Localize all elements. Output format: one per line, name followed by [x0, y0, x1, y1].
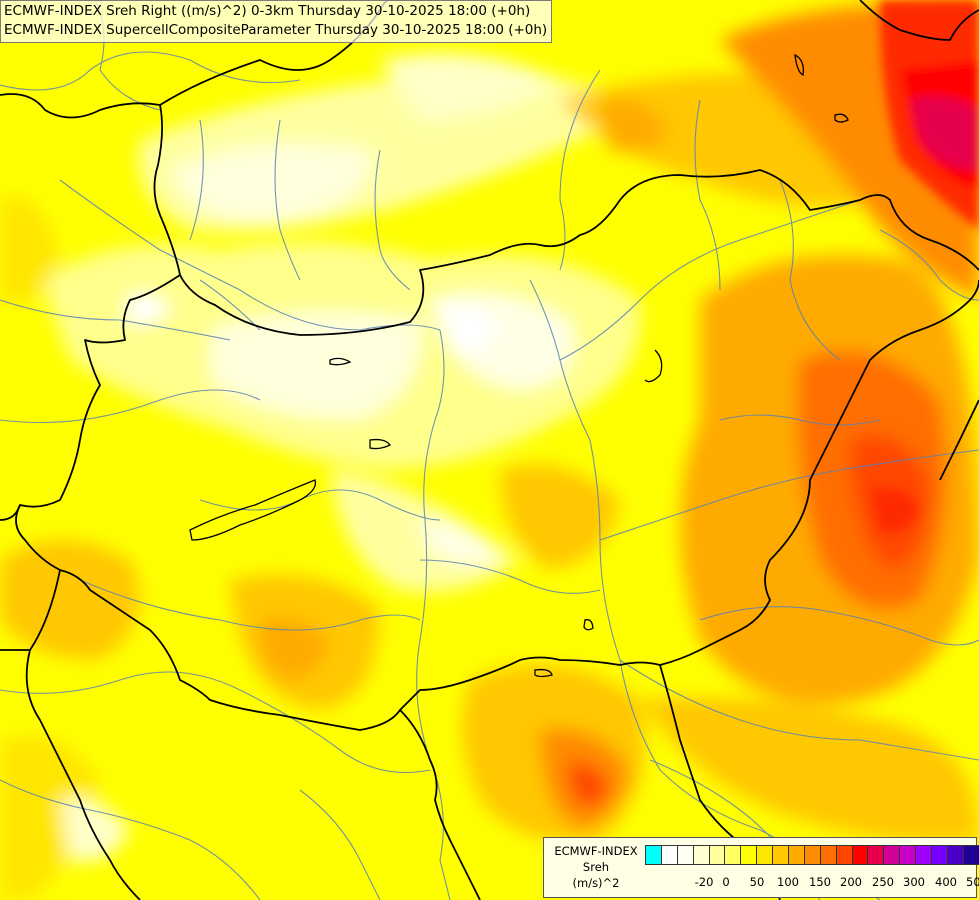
legend-tick-label: 150 [809, 875, 831, 889]
legend-swatch [947, 845, 964, 865]
legend-swatch [884, 845, 901, 865]
header-line-sreh: ECMWF-INDEX Sreh Right ((m/s)^2) 0-3km T… [4, 3, 531, 19]
legend-swatches [645, 845, 979, 865]
legend-title: ECMWF-INDEX Sreh (m/s)^2 [547, 843, 645, 891]
legend-swatch [646, 845, 662, 865]
header-line-scp: ECMWF-INDEX SupercellCompositeParameter … [4, 22, 548, 38]
legend-tick-label: 300 [903, 875, 925, 889]
legend-swatch [773, 845, 790, 865]
legend-swatch [836, 845, 853, 865]
legend-tick-label: 500 [966, 875, 979, 889]
legend-swatch [932, 845, 948, 865]
legend-swatch [709, 845, 726, 865]
legend-title-variable: Sreh [582, 860, 610, 874]
legend-swatch [852, 845, 869, 865]
legend-swatch [661, 845, 678, 865]
legend-tick-label: 0 [722, 875, 730, 889]
legend-swatch [820, 845, 837, 865]
legend-swatch [677, 845, 694, 865]
legend-swatch [916, 845, 933, 865]
legend-swatch [757, 845, 774, 865]
legend-swatch [868, 845, 885, 865]
legend-title-unit: (m/s)^2 [572, 876, 620, 890]
legend-tick-label: 50 [749, 875, 765, 889]
lakes [189, 53, 849, 678]
legend-swatch [741, 845, 758, 865]
legend-tick-label: 400 [935, 875, 957, 889]
color-legend: ECMWF-INDEX Sreh (m/s)^2 -20 0 50 100 150 200… [543, 837, 979, 898]
legend-swatch [725, 845, 742, 865]
legend-tick-label: 250 [872, 875, 894, 889]
legend-swatch [804, 845, 821, 865]
legend-tick-label: -20 [694, 875, 714, 889]
legend-swatch [693, 845, 710, 865]
legend-title-model: ECMWF-INDEX [554, 844, 638, 858]
legend-tick-labels: -20050100150200250300400500700 [640, 875, 979, 891]
legend-tick-label: 100 [777, 875, 799, 889]
map-header: ECMWF-INDEX Sreh Right ((m/s)^2) 0-3km T… [0, 0, 553, 43]
legend-swatch [789, 845, 805, 865]
legend-swatch [900, 845, 917, 865]
legend-swatch [963, 845, 979, 865]
legend-tick-label: 200 [840, 875, 862, 889]
